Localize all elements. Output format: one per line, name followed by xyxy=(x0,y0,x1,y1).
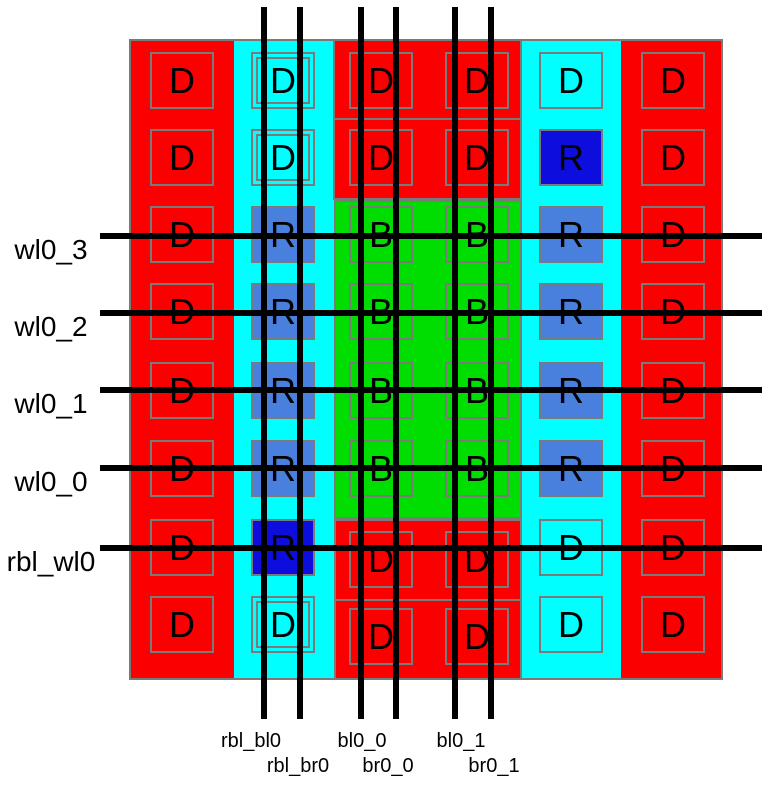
cell-d: D xyxy=(445,129,509,186)
cell-d: D xyxy=(251,596,315,653)
cell-d: D xyxy=(641,129,705,186)
bitline-label-br0_0: br0_0 xyxy=(362,755,414,777)
bitline-rbl_bl0 xyxy=(261,7,267,719)
cell-d: D xyxy=(150,596,214,653)
wordline-label-wl0_0: wl0_0 xyxy=(14,466,88,497)
cell-d: D xyxy=(349,129,413,186)
wordline-wl0_0 xyxy=(100,465,762,471)
bitline-label-br0_1: br0_1 xyxy=(468,755,520,777)
cell-d: D xyxy=(445,52,509,109)
bitline-bl0_1 xyxy=(452,7,458,719)
bitline-bl0_0 xyxy=(358,7,364,719)
wordline-label-wl0_2: wl0_2 xyxy=(14,311,88,342)
bottom-block-divider xyxy=(334,599,522,601)
top-block-divider xyxy=(333,118,522,120)
bitline-label-rbl_br0: rbl_br0 xyxy=(266,755,330,777)
cell-r: R xyxy=(539,129,603,186)
cell-d: D xyxy=(349,52,413,109)
cell-d: D xyxy=(349,608,413,665)
wordline-label-rbl_wl0: rbl_wl0 xyxy=(6,546,96,577)
wordline-wl0_3 xyxy=(100,233,762,239)
cell-d: D xyxy=(150,129,214,186)
wordline-label-wl0_1: wl0_1 xyxy=(14,388,88,419)
bitline-label-rbl_bl0: rbl_bl0 xyxy=(220,730,282,752)
cell-d: D xyxy=(251,129,315,186)
wordline-label-wl0_3: wl0_3 xyxy=(14,234,88,265)
bitline-label-bl0_1: bl0_1 xyxy=(436,730,486,752)
cell-d: D xyxy=(251,52,315,109)
wordline-rbl_wl0 xyxy=(100,545,762,551)
bitline-rbl_br0 xyxy=(297,7,303,719)
bitline-label-bl0_0: bl0_0 xyxy=(337,730,387,752)
cell-d: D xyxy=(641,596,705,653)
cell-d: D xyxy=(641,52,705,109)
cell-d: D xyxy=(150,52,214,109)
bitline-br0_1 xyxy=(488,7,494,719)
cell-d: D xyxy=(539,52,603,109)
wordline-wl0_2 xyxy=(100,310,762,316)
cell-d: D xyxy=(445,608,509,665)
wordline-wl0_1 xyxy=(100,387,762,393)
bitline-br0_0 xyxy=(393,7,399,719)
cell-d: D xyxy=(539,596,603,653)
